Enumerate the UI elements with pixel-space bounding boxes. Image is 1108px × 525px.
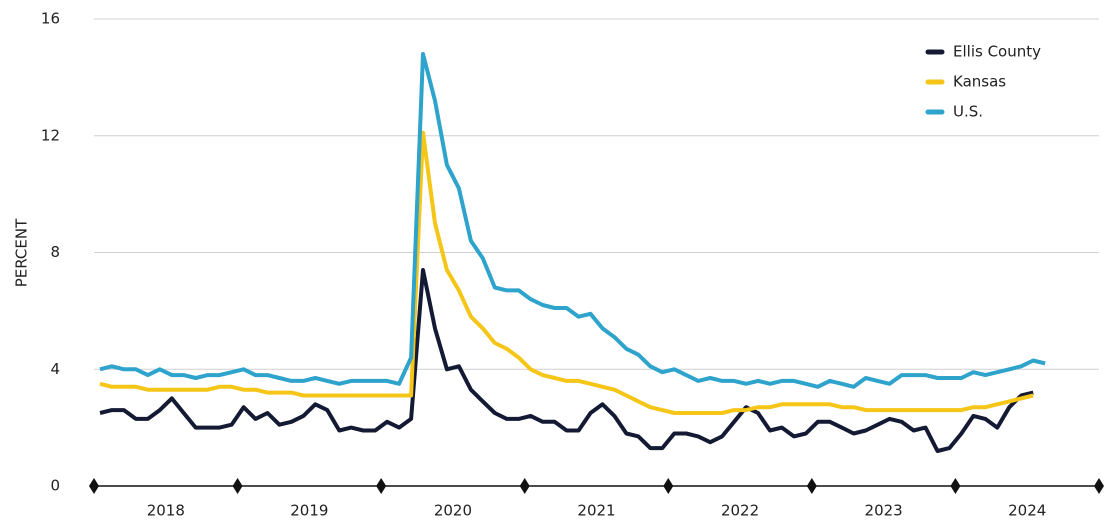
series-line xyxy=(99,268,1034,453)
year-divider xyxy=(1094,478,1104,494)
legend-label: Kansas xyxy=(953,73,1006,91)
y-tick-label: 8 xyxy=(50,243,60,261)
year-divider xyxy=(232,478,243,494)
year-divider xyxy=(950,478,961,494)
y-axis-label: PERCENT xyxy=(13,218,31,287)
x-tick-label: 2020 xyxy=(434,502,472,520)
year-divider xyxy=(376,478,387,494)
x-tick-label: 2024 xyxy=(1008,502,1046,520)
y-tick-label: 0 xyxy=(50,477,60,495)
year-divider xyxy=(89,478,99,494)
year-divider xyxy=(519,478,530,494)
y-tick-label: 12 xyxy=(41,126,60,144)
x-tick-label: 2021 xyxy=(577,502,615,520)
x-tick-label: 2019 xyxy=(290,502,328,520)
series-line xyxy=(99,130,1034,415)
x-tick-label: 2023 xyxy=(865,502,903,520)
legend-label: Ellis County xyxy=(953,43,1041,61)
y-tick-label: 4 xyxy=(50,360,60,378)
year-divider xyxy=(806,478,817,494)
legend-label: U.S. xyxy=(953,103,983,121)
series-line xyxy=(99,52,1046,389)
y-tick-label: 16 xyxy=(41,10,60,28)
x-tick-label: 2022 xyxy=(721,502,759,520)
year-divider xyxy=(663,478,674,494)
x-tick-label: 2018 xyxy=(147,502,185,520)
